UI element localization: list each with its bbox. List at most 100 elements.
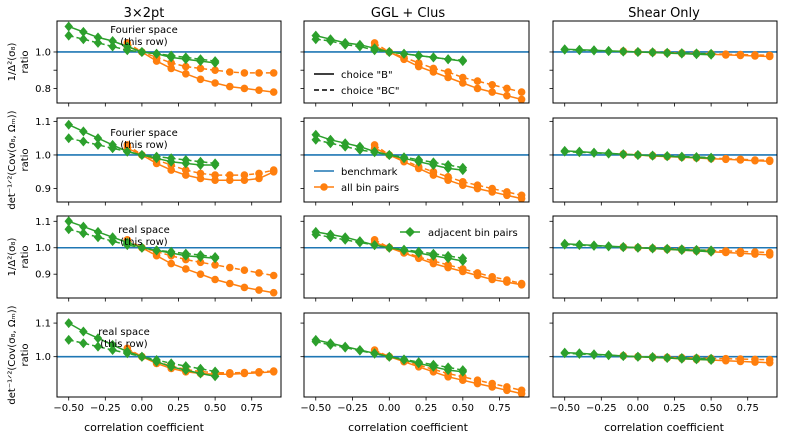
all-marker (751, 355, 759, 364)
adjacent-marker (560, 146, 569, 157)
panel-frame (303, 20, 530, 104)
adjacent-marker (93, 232, 103, 243)
adjacent-marker (79, 26, 88, 37)
adjacent-marker (662, 47, 672, 58)
x-tick-label: 0.00 (131, 403, 153, 414)
adjacent-marker (385, 150, 394, 160)
all-marker (370, 141, 379, 149)
adjacent-marker (181, 155, 191, 165)
adjacent-marker (355, 41, 365, 52)
adjacent-marker (399, 244, 409, 255)
row-note-0-line1: Fourier space (110, 25, 178, 36)
all-marker (751, 248, 759, 256)
adjacent-marker (311, 229, 320, 240)
all-marker (517, 95, 526, 104)
x-tick-label: −0.50 (53, 403, 84, 414)
adjacent-marker (385, 242, 394, 253)
adjacent-marker (79, 326, 88, 337)
all-marker (123, 141, 132, 149)
adjacent-marker (706, 152, 716, 163)
adjacent-marker (662, 243, 672, 254)
xlabel-col-0: correlation coefficient (84, 421, 205, 434)
adjacent-marker (355, 345, 365, 356)
column-title-shear-only: Shear Only (628, 6, 700, 21)
ylabel-bottom: ratio (20, 148, 31, 171)
row-note-1-line2: (this row) (120, 140, 168, 151)
all-marker (196, 270, 205, 279)
all-marker (473, 84, 482, 93)
y-tick-label: 1.0 (35, 243, 51, 254)
adjacent-marker (210, 56, 220, 67)
all-marker (503, 91, 511, 100)
adjacent-marker (93, 333, 103, 344)
panel-frame (552, 117, 778, 203)
all-marker (240, 283, 249, 292)
adjacent-marker (196, 54, 205, 65)
panel-frame (56, 117, 282, 203)
all-marker (503, 276, 511, 284)
adjacent-marker (458, 253, 468, 264)
ylabel-top: 1/Δ²(σ₈) (7, 43, 18, 82)
adjacent-marker (604, 148, 613, 159)
adjacent-marker (370, 45, 379, 56)
adjacent-marker (414, 154, 423, 165)
adjacent-marker (93, 139, 103, 150)
all-marker (488, 273, 497, 281)
legend-solid-label: choice "B" (341, 70, 393, 81)
panel-r1-c1 (300, 117, 530, 206)
row-note-2-line2: (this row) (120, 237, 168, 248)
adjacent-marker (93, 133, 103, 144)
all-marker (167, 59, 175, 67)
adjacent-marker (79, 338, 88, 349)
adjacent-marker (64, 119, 73, 130)
adjacent-marker (429, 359, 438, 370)
all-marker (167, 64, 175, 73)
adjacent-marker (166, 153, 176, 164)
row-ylabel-3: det⁻¹ᐟ²(Cov(σ₈, Ωₘ)) ratio (7, 305, 31, 404)
adjacent-marker (340, 141, 350, 152)
panel-r2-c2 (549, 215, 778, 302)
all-marker (517, 88, 526, 96)
all-marker (240, 171, 249, 179)
all-marker (444, 73, 452, 82)
adjacent-marker (575, 147, 584, 158)
all-marker (211, 66, 219, 74)
adjacent-marker (692, 353, 701, 364)
row-note-1-line1: Fourier space (110, 128, 178, 139)
all-marker (517, 279, 526, 288)
all-marker (444, 68, 452, 76)
all-marker (211, 79, 219, 87)
adjacent-marker (326, 339, 335, 350)
adjacent-marker (181, 361, 191, 372)
panel-frame (56, 20, 282, 104)
adjacent-marker (619, 149, 628, 160)
adjacent-marker (443, 362, 453, 373)
adjacent-marker (93, 341, 103, 352)
adjacent-marker (93, 37, 103, 48)
adjacent-marker (560, 348, 569, 359)
legend-linestyle: choice "B" choice "BC" (314, 70, 399, 97)
all-marker (182, 265, 190, 273)
adjacent-marker (196, 250, 205, 261)
x-tick-label: 0.75 (241, 403, 263, 414)
all-series-dashed (126, 144, 274, 176)
all-marker (240, 84, 249, 93)
x-tick-label: 0.25 (663, 403, 685, 414)
all-marker (488, 184, 497, 193)
adjacent-marker (64, 21, 73, 32)
all-marker (196, 75, 205, 84)
all-marker (182, 166, 190, 174)
adjacent-marker (152, 245, 161, 256)
adjacent-marker (706, 353, 716, 364)
y-tick-label: 0.9 (35, 184, 51, 195)
all-marker (722, 154, 730, 163)
all-marker (765, 248, 774, 257)
adjacent-marker (166, 358, 176, 369)
adjacent-marker (79, 34, 88, 45)
x-tick-label: −0.25 (586, 403, 617, 414)
adjacent-marker (123, 240, 132, 251)
all-marker (196, 169, 205, 178)
adjacent-marker (575, 240, 584, 251)
y-tick-label: 1.0 (35, 47, 51, 58)
all-marker (503, 383, 511, 391)
